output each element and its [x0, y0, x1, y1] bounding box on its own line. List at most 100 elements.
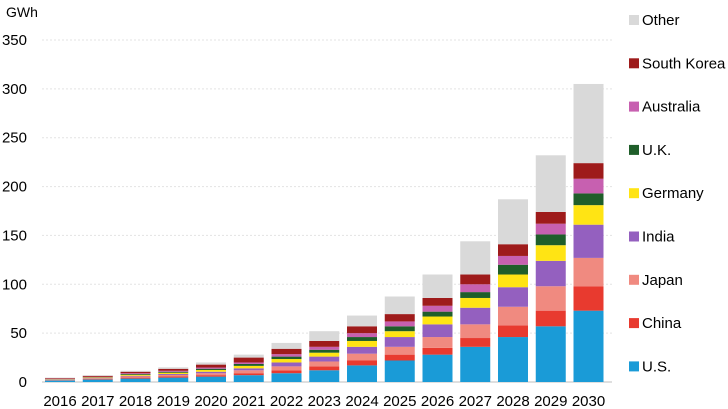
- bar-segment: [460, 297, 491, 308]
- legend: Other South Korea Australia U.K. Germany Indi…: [629, 12, 726, 375]
- bar-segment: [347, 333, 377, 338]
- x-tick-label: 2028: [496, 393, 529, 409]
- bar-segment: [233, 354, 264, 358]
- legend-swatch: [629, 361, 639, 372]
- bar-segment: [384, 346, 415, 355]
- legend-label: U.K.: [642, 142, 671, 159]
- bar-segment: [196, 368, 226, 370]
- y-tick-label: 150: [2, 227, 27, 244]
- legend-swatch: [629, 318, 639, 329]
- bar-segment: [158, 368, 189, 371]
- bar-segment: [422, 311, 453, 317]
- bar-segment: [460, 284, 491, 293]
- bar-segment: [422, 305, 453, 312]
- bar-segment: [158, 376, 189, 378]
- bar-segment: [498, 244, 528, 256]
- bar-segment: [422, 316, 453, 325]
- bar-segment: [384, 354, 415, 361]
- bar-segment: [384, 337, 415, 347]
- bar-segment: [158, 370, 189, 372]
- x-tick-label: 2023: [308, 393, 341, 409]
- bar-segment: [309, 366, 340, 371]
- bar-segment: [120, 373, 151, 375]
- bar-segment: [573, 83, 604, 164]
- bar-segment: [309, 346, 340, 350]
- legend-label: India: [642, 229, 675, 246]
- bar-segment: [347, 326, 377, 334]
- bar-segment: [384, 321, 415, 327]
- bar-segment: [384, 314, 415, 322]
- bar-segment: [271, 362, 302, 367]
- bar-segment: [422, 354, 453, 382]
- x-tick-label: 2017: [81, 393, 114, 409]
- y-tick-label: 100: [2, 276, 27, 293]
- bar-segment: [309, 340, 340, 347]
- bar-segment: [422, 337, 453, 348]
- bar-segment: [535, 211, 566, 224]
- legend-label: Germany: [642, 185, 704, 202]
- x-tick-label: 2029: [534, 393, 567, 409]
- y-tick-label: 250: [2, 130, 27, 147]
- bar-segment: [498, 306, 528, 326]
- x-tick-label: 2020: [194, 393, 227, 409]
- bar-segment: [422, 297, 453, 306]
- y-tick-label: 0: [19, 374, 27, 391]
- y-tick-label: 200: [2, 179, 27, 196]
- bar-segment: [498, 274, 528, 288]
- bar-segment: [460, 241, 491, 275]
- bar-segment: [573, 193, 604, 206]
- bar-segment: [573, 257, 604, 287]
- bar-segment: [422, 347, 453, 355]
- bar-segment: [120, 376, 151, 378]
- y-axis-unit-label: GWh: [6, 4, 38, 20]
- bar-segment: [120, 375, 151, 377]
- bar-segment: [271, 359, 302, 363]
- bar-segment: [233, 365, 264, 369]
- bar-segment: [384, 326, 415, 332]
- bar-segment: [271, 366, 302, 371]
- bar-segment: [347, 337, 377, 341]
- bar-segment: [309, 349, 340, 353]
- x-tick-label: 2016: [43, 393, 76, 409]
- bar-segment: [120, 370, 151, 372]
- legend-label: U.S.: [642, 358, 671, 375]
- bar-segment: [535, 286, 566, 311]
- bar-segment: [233, 375, 264, 382]
- bar-segment: [45, 380, 75, 382]
- legend-label: Australia: [642, 99, 701, 116]
- bar-segment: [196, 371, 226, 374]
- legend-swatch: [629, 231, 639, 242]
- bar-segment: [535, 223, 566, 235]
- bar-segment: [158, 373, 189, 375]
- bar-segment: [309, 361, 340, 367]
- bar-segment: [460, 338, 491, 347]
- bar-segment: [535, 310, 566, 327]
- bar-segment: [233, 363, 264, 366]
- bar-segment: [535, 260, 566, 287]
- bar-segment: [120, 373, 151, 374]
- bar-segment: [82, 378, 113, 380]
- bar-segment: [573, 163, 604, 179]
- bar-segment: [460, 324, 491, 339]
- bar-segment: [573, 205, 604, 225]
- bar-segment: [573, 310, 604, 382]
- bar-segment: [309, 370, 340, 382]
- bar-segment: [158, 372, 189, 374]
- x-tick-label: 2024: [345, 393, 378, 409]
- bar-segment: [498, 287, 528, 307]
- x-tick-label: 2021: [232, 393, 265, 409]
- bar-stacks: [45, 83, 604, 382]
- bar-segment: [384, 331, 415, 338]
- bar-segment: [460, 274, 491, 285]
- legend-swatch: [629, 101, 639, 112]
- bar-segment: [196, 376, 226, 382]
- bar-segment: [271, 354, 302, 357]
- bar-segment: [309, 352, 340, 357]
- bar-segment: [233, 373, 264, 376]
- bar-segment: [82, 379, 113, 382]
- x-tick-label: 2019: [157, 393, 190, 409]
- legend-swatch: [629, 274, 639, 285]
- bar-segment: [498, 199, 528, 245]
- bar-segment: [196, 367, 226, 369]
- y-tick-label: 50: [10, 325, 27, 342]
